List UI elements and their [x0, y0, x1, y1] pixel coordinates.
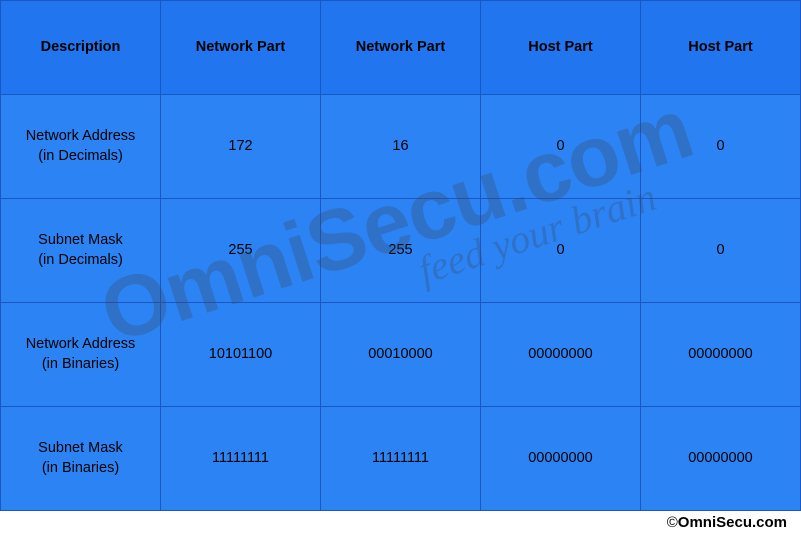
cell: 00000000 — [481, 407, 641, 511]
table-row: Network Address (in Decimals) 172 16 0 0 — [1, 95, 801, 199]
row-label-line2: (in Binaries) — [42, 356, 119, 372]
row-label-line1: Network Address — [26, 128, 136, 144]
subnet-table-container: Description Network Part Network Part Ho… — [0, 0, 801, 511]
row-label-line2: (in Decimals) — [38, 252, 123, 268]
cell: 0 — [481, 199, 641, 303]
cell: 0 — [481, 95, 641, 199]
copyright-symbol: © — [667, 514, 678, 531]
row-label-line2: (in Decimals) — [38, 148, 123, 164]
row-label: Subnet Mask (in Decimals) — [1, 199, 161, 303]
cell: 255 — [161, 199, 321, 303]
cell: 10101100 — [161, 303, 321, 407]
cell: 255 — [321, 199, 481, 303]
cell: 16 — [321, 95, 481, 199]
row-label-line1: Network Address — [26, 336, 136, 352]
copyright-text: OmniSecu.com — [678, 514, 787, 531]
cell: 00000000 — [481, 303, 641, 407]
col-description: Description — [1, 1, 161, 95]
copyright: ©OmniSecu.com — [667, 514, 787, 531]
table-row: Network Address (in Binaries) 10101100 0… — [1, 303, 801, 407]
col-host-part-1: Host Part — [481, 1, 641, 95]
row-label-line1: Subnet Mask — [38, 232, 123, 248]
col-host-part-2: Host Part — [641, 1, 801, 95]
cell: 00000000 — [641, 407, 801, 511]
table-row: Subnet Mask (in Binaries) 11111111 11111… — [1, 407, 801, 511]
cell: 00010000 — [321, 303, 481, 407]
table-row: Subnet Mask (in Decimals) 255 255 0 0 — [1, 199, 801, 303]
col-network-part-1: Network Part — [161, 1, 321, 95]
cell: 00000000 — [641, 303, 801, 407]
col-network-part-2: Network Part — [321, 1, 481, 95]
row-label: Network Address (in Binaries) — [1, 303, 161, 407]
row-label: Network Address (in Decimals) — [1, 95, 161, 199]
cell: 172 — [161, 95, 321, 199]
cell: 0 — [641, 95, 801, 199]
table-header-row: Description Network Part Network Part Ho… — [1, 1, 801, 95]
cell: 11111111 — [321, 407, 481, 511]
row-label-line1: Subnet Mask — [38, 440, 123, 456]
cell: 0 — [641, 199, 801, 303]
row-label-line2: (in Binaries) — [42, 460, 119, 476]
cell: 11111111 — [161, 407, 321, 511]
row-label: Subnet Mask (in Binaries) — [1, 407, 161, 511]
subnet-table: Description Network Part Network Part Ho… — [0, 0, 801, 511]
